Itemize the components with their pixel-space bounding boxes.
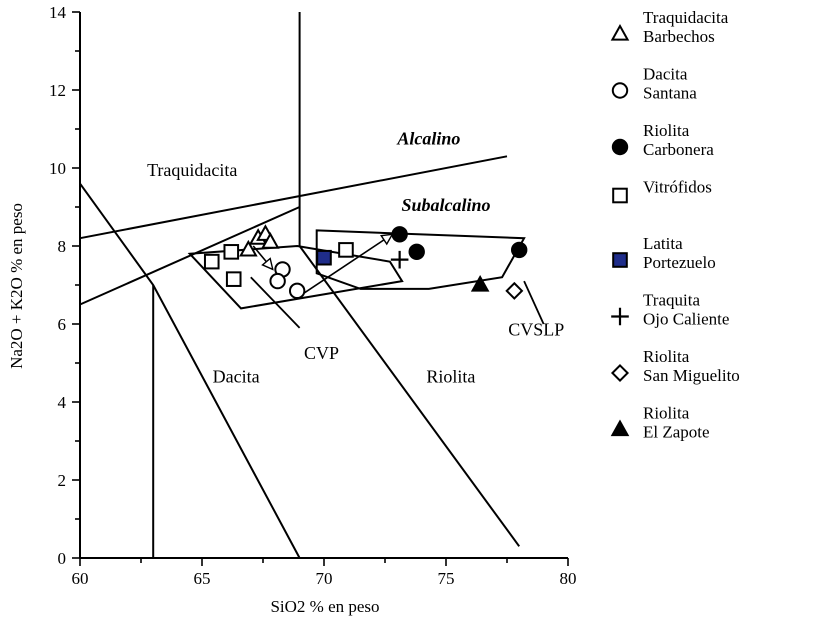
trend-arrow <box>252 245 274 271</box>
legend-marker <box>612 187 628 204</box>
y-tick-label: 6 <box>58 315 67 334</box>
legend-label: Carbonera <box>643 140 714 159</box>
axes: 60 65 70 75 80 0 2 4 6 8 10 12 14 <box>49 3 577 588</box>
field-label: Subalcalino <box>401 195 490 215</box>
volcanic-field-polygons <box>187 229 526 310</box>
legend-label: Latita <box>643 234 683 253</box>
field-label: Dacita <box>213 367 260 387</box>
x-tick-label: 60 <box>72 569 89 588</box>
legend-marker <box>610 419 630 437</box>
data-point <box>269 272 286 290</box>
legend-label: Portezuelo <box>643 253 716 272</box>
data-point <box>470 274 490 292</box>
legend-label: Santana <box>643 84 697 103</box>
legend-marker <box>612 252 628 268</box>
field-labels: Traquidacita Alcalino Subalcalino Dacita Rio… <box>147 129 564 387</box>
legend-label: Riolita <box>643 404 690 423</box>
legend-label: San Miguelito <box>643 366 740 385</box>
legend-marker <box>611 138 629 156</box>
data-point <box>203 253 220 270</box>
trend-arrow <box>304 233 394 294</box>
y-axis-title: Na2O + K2O % en peso <box>7 203 26 369</box>
x-tick-label: 80 <box>560 569 577 588</box>
field-label: CVSLP <box>508 320 564 340</box>
field-label: Alcalino <box>396 129 460 149</box>
y-tick-label: 0 <box>58 549 67 568</box>
boundary-lines <box>79 12 521 559</box>
legend-label: Vitrófidos <box>643 178 712 197</box>
x-tick-label: 75 <box>438 569 455 588</box>
y-tick-label: 14 <box>49 3 67 22</box>
data-point <box>223 244 240 260</box>
sample-points <box>203 224 528 300</box>
legend-label: Ojo Caliente <box>643 310 729 329</box>
callout-line-cvslp <box>523 280 545 325</box>
y-tick-label: 12 <box>49 81 66 100</box>
data-point <box>390 250 409 269</box>
y-tick-label: 2 <box>58 471 67 490</box>
y-tick-label: 8 <box>58 237 67 256</box>
boundary-line <box>298 245 521 547</box>
legend-marker <box>611 82 629 99</box>
legend-label: El Zapote <box>643 423 710 442</box>
legend-marker <box>610 23 630 41</box>
boundary-line <box>79 206 301 306</box>
data-point <box>288 282 306 300</box>
data-point <box>505 281 524 300</box>
x-tick-label: 70 <box>316 569 333 588</box>
field-label: Riolita <box>426 367 475 387</box>
data-point <box>316 249 332 266</box>
data-point <box>239 239 258 257</box>
legend-marker <box>611 307 629 326</box>
callout-line-cvp <box>250 276 301 329</box>
legend-label: Dacita <box>643 65 688 84</box>
field-callout-lines <box>250 276 545 329</box>
data-point <box>391 226 408 243</box>
legend-label: Riolita <box>643 347 690 366</box>
legend-label: Riolita <box>643 121 690 140</box>
trend-arrows <box>252 233 394 294</box>
legend-label: Traquita <box>643 291 700 310</box>
data-point <box>511 241 528 259</box>
x-tick-label: 65 <box>194 569 211 588</box>
boundary-line <box>79 155 508 240</box>
legend-label: Barbechos <box>643 27 715 46</box>
legend-marker <box>610 363 630 383</box>
legend-label: Traquidacita <box>643 8 729 27</box>
field-label: Traquidacita <box>147 160 237 180</box>
legend-item: Vitrófidos <box>612 178 712 204</box>
x-axis-title: SiO2 % en peso <box>270 597 379 616</box>
y-tick-label: 4 <box>58 393 67 412</box>
data-point <box>261 232 280 249</box>
field-polygon-cvp <box>187 244 404 310</box>
data-point <box>408 243 425 261</box>
field-polygon-cvslp <box>315 229 526 290</box>
y-tick-label: 10 <box>49 159 66 178</box>
data-point <box>338 242 354 258</box>
axis-titles: SiO2 % en peso Na2O + K2O % en peso <box>7 203 380 616</box>
field-label: CVP <box>304 343 339 363</box>
data-point <box>225 271 242 287</box>
